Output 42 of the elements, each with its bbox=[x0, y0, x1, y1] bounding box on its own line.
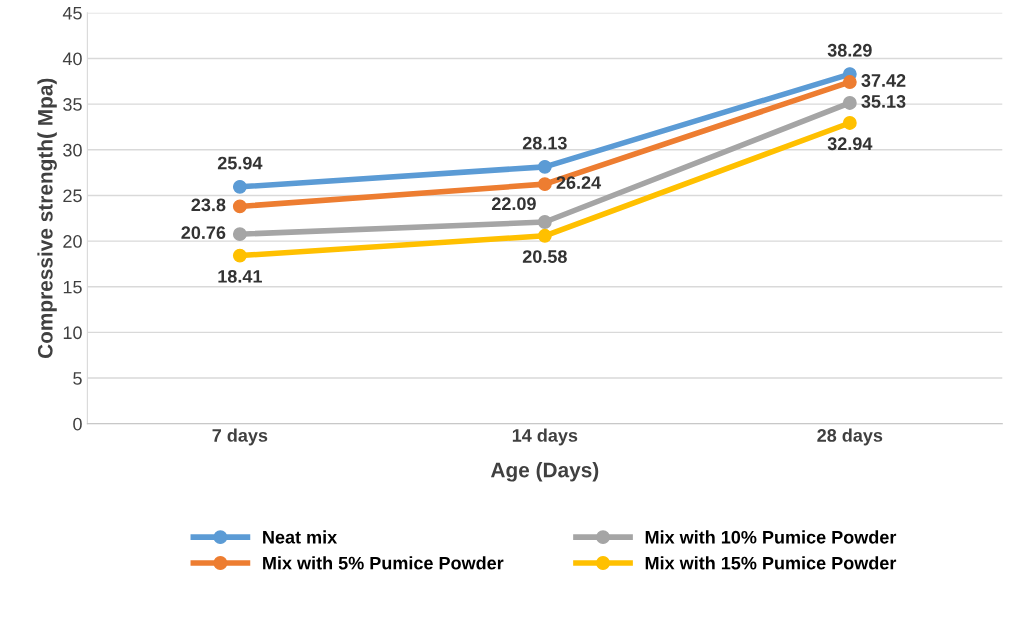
x-tick-label: 14 days bbox=[512, 428, 578, 446]
data-label: 25.94 bbox=[217, 156, 263, 170]
data-label: 35.13 bbox=[861, 95, 906, 108]
data-label: 32.94 bbox=[827, 137, 873, 151]
data-label: 38.29 bbox=[827, 43, 872, 57]
data-label: 18.41 bbox=[218, 269, 262, 283]
y-tick-label: 10 bbox=[63, 326, 82, 340]
point bbox=[232, 248, 247, 263]
x-axis-title: Age (Days) bbox=[490, 462, 599, 482]
y-tick-label: 45 bbox=[62, 6, 82, 20]
point bbox=[232, 227, 247, 242]
data-label: 22.09 bbox=[491, 197, 536, 211]
point bbox=[842, 75, 857, 89]
point bbox=[842, 96, 857, 110]
legend-label: Mix with 15% Pumice Powder bbox=[645, 556, 897, 570]
data-label: 20.58 bbox=[522, 250, 567, 263]
data-label: 23.8 bbox=[191, 198, 226, 212]
data-label: 26.24 bbox=[556, 176, 602, 189]
x-tick-label: 7 days bbox=[212, 428, 268, 446]
legend-label: Neat mix bbox=[263, 530, 338, 544]
y-tick-label: 30 bbox=[63, 143, 82, 157]
legend-label: Mix with 5% Pumice Powder bbox=[263, 556, 504, 570]
y-tick-label: 20 bbox=[63, 235, 82, 248]
data-label: 37.42 bbox=[861, 74, 906, 87]
data-label: 28.13 bbox=[522, 136, 567, 150]
point bbox=[537, 177, 552, 192]
x-tick-label: 28 days bbox=[817, 428, 883, 446]
point bbox=[537, 159, 552, 174]
y-axis-title: Compressive strength( Mpa) bbox=[37, 78, 57, 359]
y-tick-label: 0 bbox=[73, 417, 82, 431]
point bbox=[537, 215, 552, 229]
y-tick-label: 40 bbox=[62, 52, 82, 66]
data-label: 20.76 bbox=[181, 226, 226, 240]
y-tick-label: 5 bbox=[73, 372, 82, 385]
point bbox=[537, 228, 552, 243]
y-tick-label: 25 bbox=[63, 189, 82, 203]
y-tick-label: 35 bbox=[63, 98, 82, 111]
point bbox=[232, 199, 247, 214]
y-tick-label: 15 bbox=[63, 280, 82, 294]
legend-label: Mix with 10% Pumice Powder bbox=[645, 530, 897, 544]
point bbox=[842, 116, 857, 130]
point bbox=[232, 179, 247, 194]
